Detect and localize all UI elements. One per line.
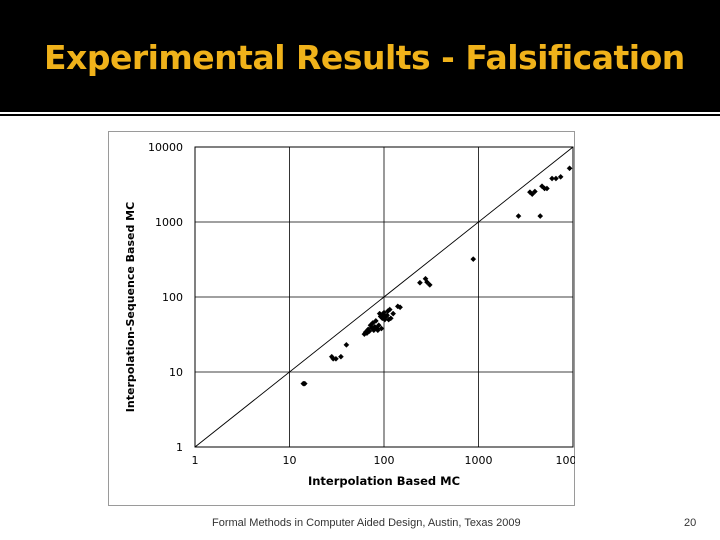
data-point (531, 188, 538, 195)
data-point (553, 175, 559, 182)
x-tick-label: 10 (283, 454, 297, 467)
x-tick-label: 1000 (465, 454, 493, 467)
data-point (387, 315, 394, 322)
diagonal-reference-line (194, 146, 574, 448)
data-point (417, 279, 423, 286)
x-axis-label: Interpolation Based MC (308, 474, 460, 488)
title-divider (0, 114, 720, 116)
data-point (544, 185, 550, 192)
data-point (390, 310, 397, 317)
data-point (338, 353, 344, 360)
data-point (549, 175, 555, 182)
data-point-layer (300, 165, 573, 387)
data-point (566, 165, 573, 172)
data-point (378, 325, 385, 332)
data-point (301, 380, 308, 387)
data-point (426, 282, 433, 288)
x-tick-label: 100 (374, 454, 395, 467)
plot-area-border (194, 146, 574, 448)
data-point (386, 306, 393, 313)
slide-title: Experimental Results - Falsification (44, 38, 685, 77)
data-point (537, 213, 544, 219)
title-bar (0, 0, 720, 112)
data-point (424, 279, 430, 285)
y-tick-label: 10 (169, 366, 183, 379)
data-point (515, 213, 522, 219)
data-point (384, 312, 391, 319)
page-number: 20 (684, 517, 697, 529)
footer-text: Formal Methods in Computer Aided Design,… (212, 517, 521, 529)
y-tick-label: 1000 (155, 216, 183, 229)
data-point (375, 322, 382, 329)
tick-label-layer: 1 10 100 1000 10000 1 10 100 1000 10000 (148, 141, 575, 467)
y-tick-label: 1 (176, 441, 183, 454)
y-axis-label: Interpolation-Sequence Based MC (124, 202, 137, 412)
scatter-chart: 1 10 100 1000 10000 1 10 100 1000 10000 Interpola… (124, 141, 575, 488)
data-point (470, 256, 477, 262)
x-tick-label: 1 (192, 454, 199, 467)
x-tick-label: 10000 (556, 454, 576, 467)
y-tick-label: 10000 (148, 141, 183, 154)
data-point (397, 304, 403, 311)
data-point (557, 173, 564, 180)
y-tick-label: 100 (162, 291, 183, 304)
data-point (343, 341, 350, 348)
figure-frame (108, 131, 575, 506)
data-point (372, 318, 379, 324)
data-point (333, 355, 339, 362)
